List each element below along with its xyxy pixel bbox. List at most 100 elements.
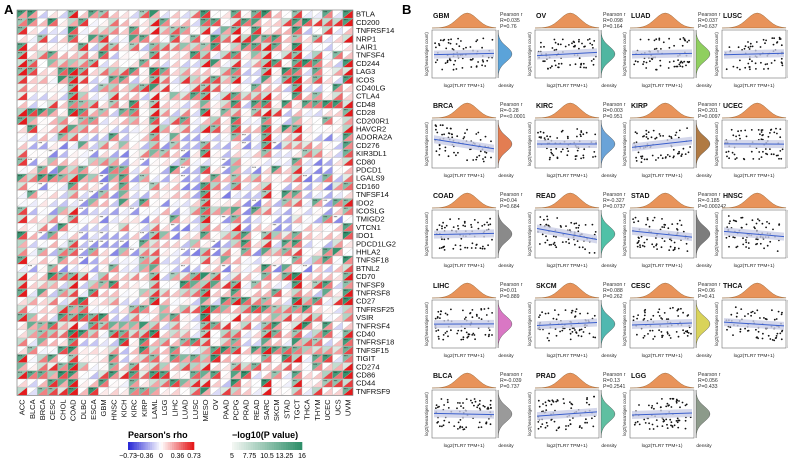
scatter-point	[457, 402, 459, 404]
heatmap-cell: ***	[209, 75, 222, 85]
heatmap-cell	[108, 91, 120, 101]
heatmap-cell	[148, 198, 160, 208]
heatmap-cell	[342, 34, 354, 44]
scatter-point	[439, 317, 441, 319]
rho-legend-tick: 0.36	[171, 453, 185, 459]
scatter-point	[666, 402, 669, 405]
heatmap-cell: ***	[240, 42, 252, 52]
scatter-point	[745, 239, 747, 241]
heatmap-cell: ***	[342, 75, 354, 85]
rho-legend-tick: 0.73	[187, 453, 201, 459]
scatter-point	[484, 65, 487, 67]
scatter-point	[749, 68, 751, 71]
heatmap-cell	[179, 370, 191, 380]
scatter-point	[543, 218, 545, 221]
p-legend-swatch	[243, 442, 247, 450]
scatter-point	[668, 37, 670, 40]
scatter-point	[457, 421, 460, 424]
heatmap-cell: ***	[342, 9, 354, 19]
heatmap-cell: ***	[260, 190, 272, 199]
svg-text:***: ***	[181, 27, 186, 31]
gene-label: NRP1	[356, 34, 376, 43]
heatmap-cell	[118, 34, 130, 44]
heatmap-cell	[199, 124, 211, 134]
scatter-point	[544, 241, 547, 244]
p-legend-swatch	[241, 442, 244, 450]
scatter-point	[726, 328, 728, 331]
heatmap-cell	[159, 354, 171, 363]
heatmap-cell	[301, 165, 313, 175]
heatmap-cell: ***	[77, 67, 89, 76]
heatmap-cell	[311, 239, 323, 249]
scatter-point	[770, 153, 773, 156]
heatmap-cell	[230, 206, 242, 216]
scatter-point	[652, 338, 655, 340]
heatmap-cell: ***	[179, 116, 191, 126]
heatmap-cell: ***	[291, 157, 303, 167]
scatter-point	[752, 158, 755, 160]
heatmap-cell: ***	[67, 354, 79, 363]
scatter-point	[748, 66, 751, 68]
svg-text:***: ***	[344, 19, 349, 23]
scatter-point	[665, 405, 668, 408]
heatmap-cell	[230, 321, 242, 331]
scatter-point	[571, 331, 574, 333]
p-legend-tick: 5	[230, 453, 234, 459]
heatmap-cell	[321, 67, 334, 76]
scatter-point	[638, 237, 640, 240]
heatmap-cell	[332, 181, 344, 191]
scatter-point	[755, 238, 758, 241]
svg-text:***: ***	[334, 51, 339, 55]
heatmap-cell: ***	[138, 345, 150, 355]
heatmap-cell	[220, 26, 232, 35]
rho-legend-swatch	[163, 442, 166, 450]
heatmap-cell	[128, 50, 140, 60]
heatmap-cell	[118, 140, 130, 150]
heatmap-cell	[16, 214, 28, 224]
scatter-point	[648, 422, 650, 425]
heatmap-cell	[220, 313, 232, 322]
scatter-point	[781, 148, 784, 151]
heatmap-cell	[240, 222, 252, 232]
scatter-point	[636, 245, 639, 248]
scatter-point	[727, 150, 730, 153]
scatter-point	[437, 335, 440, 338]
scatter-point	[475, 133, 478, 135]
scatter-point	[747, 41, 749, 43]
scatter-point	[682, 37, 685, 39]
heatmap-cell	[250, 149, 262, 158]
heatmap-cell	[189, 345, 201, 355]
heatmap-cell	[159, 108, 171, 117]
heatmap-cell	[220, 378, 232, 388]
scatter-point	[474, 400, 477, 403]
heatmap-cell	[179, 198, 191, 208]
heatmap-cell	[118, 263, 130, 273]
heatmap-cell	[87, 50, 99, 60]
heatmap-cell	[260, 26, 272, 35]
heatmap-cell	[128, 165, 140, 175]
scatter-point	[434, 61, 437, 64]
heatmap-cell	[159, 280, 171, 290]
scatter-point	[686, 41, 689, 43]
heatmap-cell	[108, 214, 120, 224]
scatter-point	[487, 224, 490, 226]
scatter-point	[738, 134, 741, 137]
heatmap-cell	[209, 83, 222, 93]
heatmap-cell	[260, 247, 272, 257]
heatmap-cell	[36, 296, 48, 306]
p-legend-swatch	[239, 442, 242, 450]
scatter-title: OV	[536, 13, 546, 20]
heatmap-cell	[108, 206, 120, 216]
scatter-point	[471, 242, 474, 245]
heatmap-cell: ***	[98, 378, 110, 388]
heatmap-cell	[189, 26, 201, 35]
scatter-point	[686, 250, 689, 253]
heatmap-cell	[57, 206, 69, 216]
heatmap-cell	[159, 321, 171, 331]
svg-text:***: ***	[232, 51, 237, 55]
scatter-point	[561, 241, 564, 244]
heatmap-cell	[67, 165, 79, 175]
scatter-point	[760, 131, 763, 133]
